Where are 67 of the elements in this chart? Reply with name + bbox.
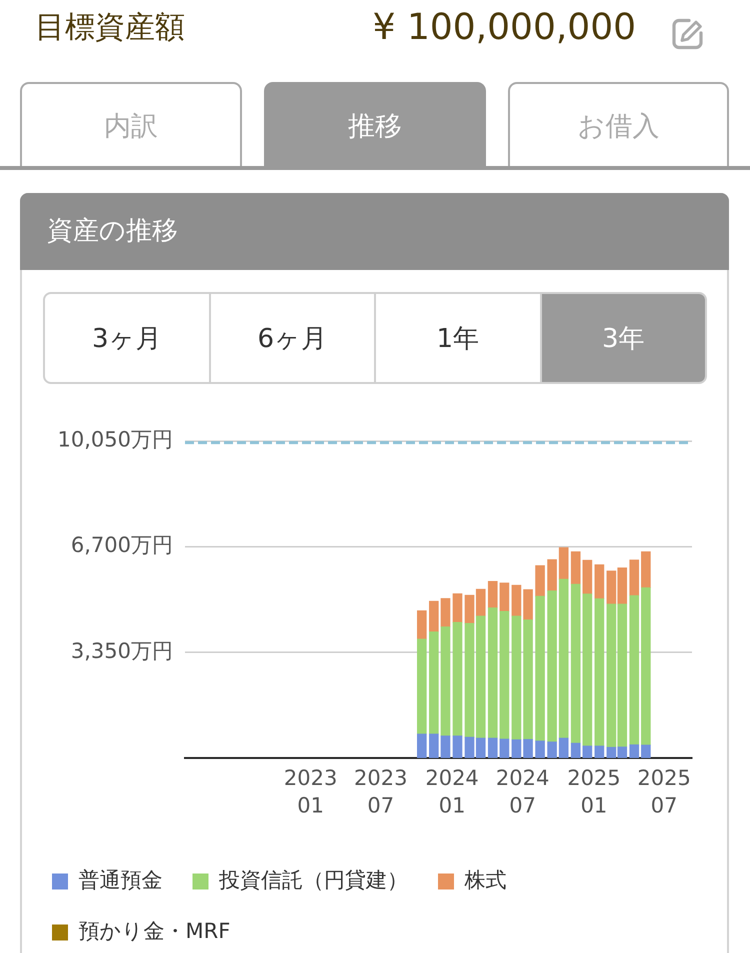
y-tick-label: 6,700万円 — [70, 533, 173, 558]
bar — [547, 742, 557, 758]
bar — [512, 616, 522, 740]
bar — [535, 565, 545, 597]
bar — [429, 632, 439, 734]
legend-label: 投資信託（円貸建） — [218, 868, 408, 892]
bar — [582, 560, 592, 594]
bar — [547, 590, 557, 742]
button: 3年 — [540, 294, 705, 382]
legend-label: 普通預金 — [78, 868, 162, 892]
text: 目標資産額 — [35, 9, 185, 47]
bar — [594, 564, 604, 600]
x-tick-label: 2025 07 — [637, 766, 691, 818]
chart-title: 資産の推移 — [47, 215, 178, 248]
legend-label: 預かり金・MRF — [78, 918, 230, 943]
x-tick-label: 2024 01 — [425, 766, 479, 818]
tab: 推移 — [264, 82, 486, 167]
bar — [547, 559, 557, 592]
bar — [500, 582, 510, 612]
bar — [570, 551, 581, 585]
bar — [452, 593, 462, 623]
x-tick-label: 2023 07 — [354, 766, 408, 818]
bar — [488, 738, 498, 758]
bar — [417, 638, 427, 734]
bar — [629, 744, 640, 758]
bar — [452, 736, 462, 758]
bar — [429, 600, 439, 632]
bar — [558, 578, 569, 738]
bar — [417, 734, 427, 758]
bar — [629, 560, 640, 596]
bar — [641, 551, 651, 588]
bar — [429, 734, 439, 758]
bar — [488, 581, 498, 608]
x-tick-label: 2023 01 — [284, 766, 338, 818]
x-tick-label: 2024 07 — [496, 766, 550, 818]
bar — [512, 739, 522, 758]
bar — [535, 596, 545, 742]
bar — [500, 738, 510, 758]
bar — [488, 608, 498, 738]
bar — [582, 746, 592, 758]
bar — [523, 739, 533, 758]
bar — [641, 744, 651, 758]
text: ¥ 100,000,000 — [372, 6, 636, 50]
bar — [440, 736, 450, 758]
bar — [641, 587, 651, 746]
bar — [523, 620, 533, 740]
legend-label: 株式 — [464, 868, 506, 892]
y-tick-label: 10,050万円 — [58, 427, 173, 452]
bar — [582, 594, 592, 746]
bar — [452, 622, 462, 736]
bar — [417, 610, 427, 640]
bar — [512, 584, 522, 616]
bar — [570, 584, 581, 744]
bar — [629, 595, 640, 746]
segmented-control: 3ヶ月 6ヶ月 1年 3年 — [43, 292, 707, 384]
bar — [440, 598, 450, 628]
bar — [558, 738, 569, 758]
bar — [558, 547, 569, 580]
bar — [523, 589, 533, 620]
bar — [594, 598, 604, 746]
x-tick-label: 2025 01 — [567, 766, 621, 818]
bar — [500, 611, 510, 740]
y-tick-label: 3,350万円 — [70, 638, 173, 663]
bar — [594, 746, 604, 758]
bar — [440, 626, 450, 736]
bar — [570, 742, 581, 758]
bar — [535, 740, 545, 758]
